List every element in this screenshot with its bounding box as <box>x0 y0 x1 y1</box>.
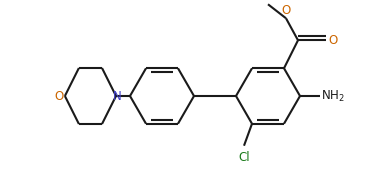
Text: O: O <box>328 34 337 47</box>
Text: O: O <box>282 4 291 17</box>
Text: Cl: Cl <box>238 151 250 164</box>
Text: N: N <box>113 90 121 102</box>
Text: O: O <box>55 90 64 102</box>
Text: NH$_2$: NH$_2$ <box>321 88 345 104</box>
